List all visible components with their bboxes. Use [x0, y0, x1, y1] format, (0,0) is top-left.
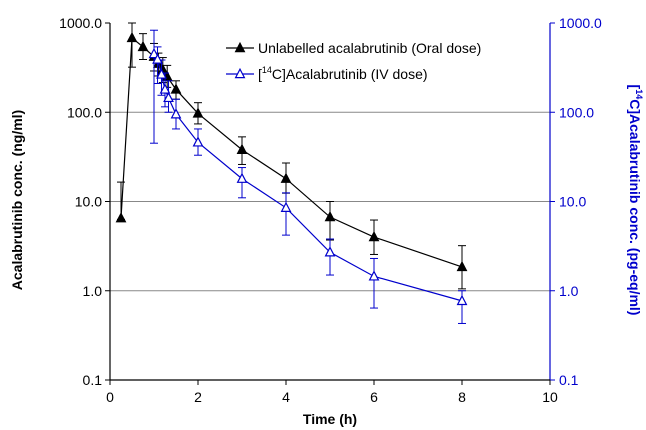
data-point-0-0 [115, 212, 127, 223]
data-point-1-4 [163, 91, 174, 103]
data-point-1-10 [368, 270, 380, 281]
x-tick-label-3: 6 [370, 389, 378, 405]
x-tick-label-5: 10 [542, 389, 558, 405]
x-tick-label-4: 8 [458, 389, 466, 405]
y2-tick-label-0: 1000.0 [559, 15, 602, 31]
y2-tick-label-2: 10.0 [559, 194, 586, 210]
data-point-0-13 [456, 260, 468, 272]
legend-marker-0 [234, 41, 246, 53]
y2-tick-label-3: 1.0 [559, 283, 579, 299]
data-point-1-8 [280, 201, 292, 212]
data-point-0-12 [368, 230, 380, 242]
legend: Unlabelled acalabrutinib (Oral dose) [14C… [226, 40, 481, 82]
data-point-1-1 [152, 53, 163, 64]
data-point-0-9 [236, 143, 248, 154]
y-tick-label-1: 100.0 [67, 104, 102, 120]
y2-tick-label-4: 0.1 [559, 372, 579, 388]
data-point-0-1 [126, 31, 138, 43]
data-point-1-6 [192, 136, 204, 147]
y-tick-label-3: 1.0 [83, 283, 103, 299]
data-point-1-9 [324, 246, 336, 257]
legend-label-1: [14C]Acalabrutinib (IV dose) [258, 65, 428, 82]
data-point-1-2 [156, 68, 167, 79]
legend-label-0: Unlabelled acalabrutinib (Oral dose) [258, 40, 481, 56]
data-point-0-8 [192, 107, 204, 118]
x-tick-label-1: 2 [194, 389, 202, 405]
axes-group: 1000.0 100.0 10.0 1.0 0.1 1000.0 100.0 10.0 1.0 0… [59, 15, 602, 405]
data-point-0-10 [280, 172, 292, 183]
y-tick-label-2: 10.0 [75, 194, 102, 210]
y2-tick-label-1: 100.0 [559, 104, 594, 120]
data-point-1-5 [170, 108, 182, 119]
data-point-0-11 [324, 210, 336, 222]
data-point-1-3 [159, 83, 171, 94]
data-point-1-11 [456, 294, 468, 306]
data-point-0-7 [170, 83, 182, 94]
series-0 [115, 22, 468, 290]
x-tick-label-2: 4 [282, 389, 290, 405]
data-point-1-7 [236, 172, 248, 183]
x-tick-label-0: 0 [106, 389, 114, 405]
legend-marker-1 [234, 67, 246, 79]
series-1 [148, 29, 468, 324]
series-group [115, 22, 468, 324]
y-axis-title: Acalabrutinib conc. (ng/ml) [9, 110, 25, 290]
y-tick-label-0: 1000.0 [59, 15, 102, 31]
series-line-1 [153, 53, 463, 302]
x-axis-title: Time (h) [303, 411, 357, 427]
data-point-1-0 [148, 47, 160, 59]
y2-axis-title: [14C]Acalabrutinib conc. (pg-eq/ml) [627, 85, 644, 316]
data-point-0-2 [137, 40, 149, 52]
y-tick-label-4: 0.1 [83, 372, 103, 388]
